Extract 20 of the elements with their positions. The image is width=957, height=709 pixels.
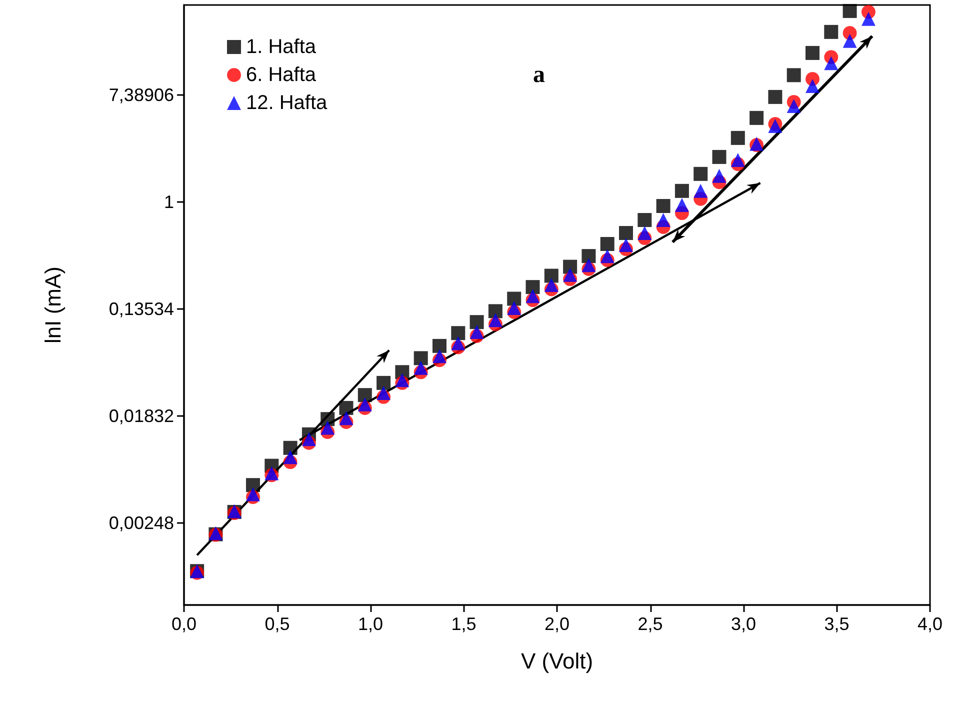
legend-label: 12. Hafta <box>246 92 328 114</box>
y-axis-title: lnI (mA) <box>40 266 66 344</box>
x-tick-label: 0,5 <box>264 614 290 634</box>
y-tick-label: 0,00248 <box>108 513 174 534</box>
x-tick-label: 1,5 <box>451 614 476 634</box>
y-tick-label: 1 <box>164 192 174 212</box>
legend-label: 1. Hafta <box>246 36 317 58</box>
y-tick-label: 0,13534 <box>108 299 174 320</box>
x-tick-label: 3,5 <box>824 614 850 634</box>
legend-label: 6. Hafta <box>246 64 317 86</box>
x-tick-label: 2,5 <box>638 614 663 634</box>
y-tick-label: 7,38906 <box>108 84 174 105</box>
x-axis-title: V (Volt) <box>520 648 594 674</box>
x-tick-label: 4,0 <box>917 614 943 634</box>
text: a <box>533 62 545 88</box>
x-tick-label: 0,0 <box>171 614 197 634</box>
x-tick-label: 2,0 <box>544 614 570 634</box>
x-tick-label: 3,0 <box>730 614 756 634</box>
y-tick-label: 0,01832 <box>108 406 174 426</box>
x-tick-label: 1,0 <box>358 614 384 634</box>
